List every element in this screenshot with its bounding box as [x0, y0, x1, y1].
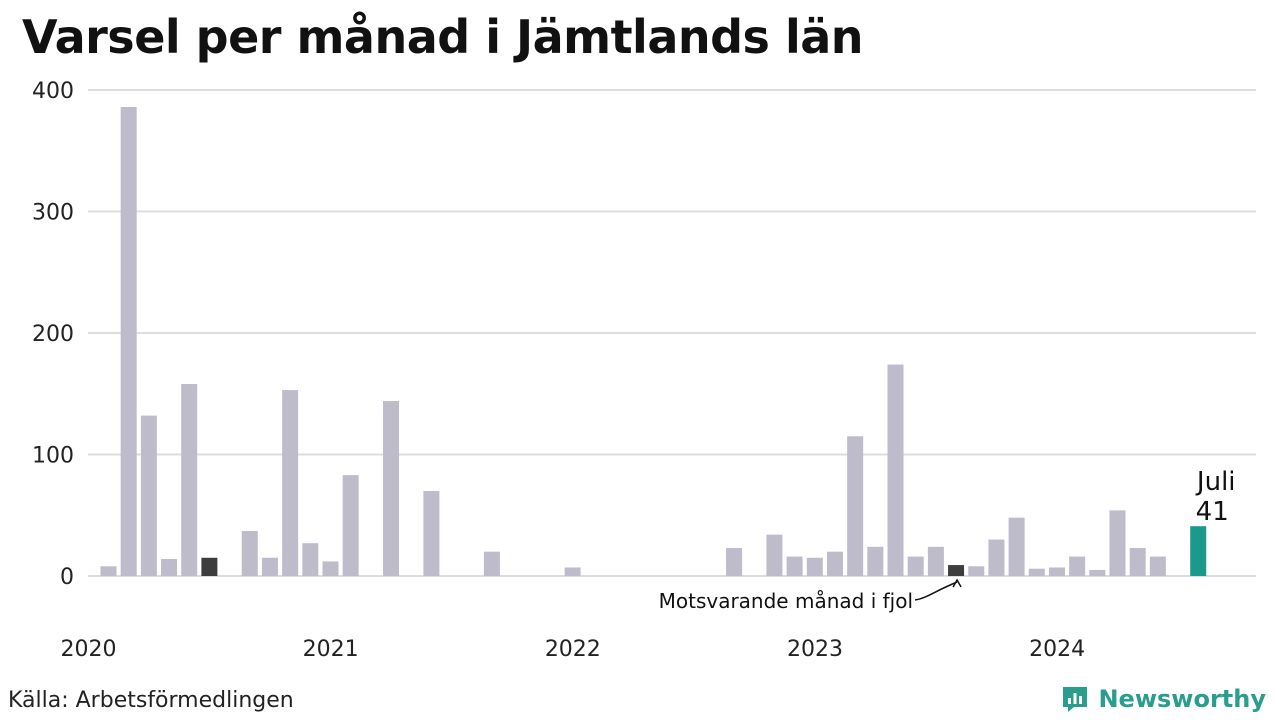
bar	[302, 543, 319, 576]
y-tick-label: 200	[32, 322, 74, 347]
bar	[887, 364, 904, 576]
y-tick-label: 0	[60, 565, 74, 590]
bar	[1069, 556, 1086, 576]
gridlines	[88, 89, 1256, 577]
bar	[1129, 548, 1146, 576]
comparison-annotation: Motsvarande månad i fjol	[659, 589, 913, 613]
bar	[766, 534, 783, 576]
x-tick-label: 2022	[545, 637, 601, 662]
y-tick-label: 400	[32, 79, 74, 104]
bar	[1190, 526, 1207, 576]
bar	[1089, 569, 1106, 576]
bar	[927, 546, 944, 576]
bar	[423, 490, 440, 576]
bar	[261, 557, 278, 576]
x-tick-label: 2021	[303, 637, 359, 662]
bar	[1008, 517, 1025, 576]
bar	[968, 566, 985, 576]
brand-logo[interactable]: Newsworthy	[1060, 684, 1266, 714]
y-tick-label: 100	[32, 444, 74, 469]
bar	[1109, 510, 1126, 576]
bar	[342, 475, 359, 576]
bar	[201, 557, 218, 576]
bar	[1048, 567, 1065, 576]
bar	[988, 539, 1005, 576]
bar	[786, 556, 803, 576]
x-axis-ticks: 2020 2021 2022 2023 2024	[61, 637, 1086, 662]
bar	[181, 384, 198, 576]
highlight-value-label: 41	[1196, 497, 1229, 527]
source-note: Källa: Arbetsförmedlingen	[8, 688, 294, 713]
bar	[100, 566, 117, 576]
x-tick-label: 2024	[1029, 637, 1085, 662]
bar	[483, 551, 500, 576]
bar	[282, 390, 299, 576]
brand-name: Newsworthy	[1098, 685, 1266, 713]
y-axis-ticks: 0 100 200 300 400	[32, 79, 74, 590]
bar	[140, 415, 157, 576]
bars	[100, 107, 1207, 576]
bar	[907, 556, 924, 576]
bar	[383, 401, 400, 576]
bar	[564, 567, 581, 576]
bar	[847, 436, 864, 576]
bar	[322, 561, 339, 576]
x-tick-label: 2023	[787, 637, 843, 662]
bar	[120, 107, 137, 576]
bar	[867, 546, 884, 576]
bar	[1028, 568, 1045, 576]
bar	[948, 565, 965, 576]
bar	[161, 558, 178, 576]
x-tick-label: 2020	[61, 637, 117, 662]
annotation-arrow	[914, 581, 958, 601]
bar	[241, 531, 258, 576]
highlight-month-label: Juli	[1195, 467, 1236, 497]
y-tick-label: 300	[32, 201, 74, 226]
annotation-arrowhead	[952, 578, 962, 588]
newsworthy-logo-icon	[1063, 687, 1088, 712]
bar	[726, 548, 743, 576]
bar	[826, 551, 843, 576]
bar	[806, 557, 823, 576]
chart-title: Varsel per månad i Jämtlands län	[22, 10, 864, 64]
bar	[1149, 556, 1166, 576]
